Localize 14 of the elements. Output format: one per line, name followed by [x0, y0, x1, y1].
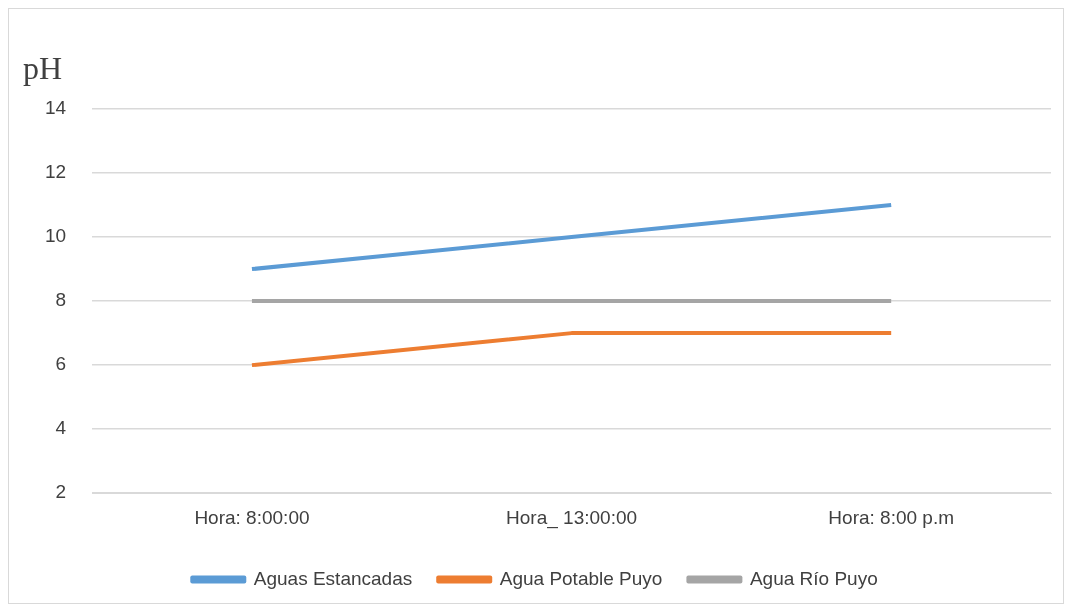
y-tick-label: 6	[55, 353, 67, 375]
x-tick-label: Hora: 8:00:00	[194, 506, 310, 528]
y-tick-label: 4	[55, 417, 67, 439]
legend-label: Agua Potable Puyo	[499, 567, 663, 589]
x-tick-label: Hora: 8:00 p.m	[828, 506, 955, 528]
y-tick-label: 12	[44, 161, 67, 183]
y-axis-title: pH	[23, 50, 63, 86]
legend-label: Agua Río Puyo	[749, 567, 878, 589]
x-tick-label: Hora_ 13:00:00	[506, 506, 638, 529]
y-tick-label: 8	[55, 289, 67, 311]
y-tick-label: 14	[44, 97, 67, 119]
y-tick-label: 2	[55, 481, 67, 503]
legend-label: Aguas Estancadas	[253, 567, 413, 589]
y-tick-label: 10	[44, 225, 67, 247]
